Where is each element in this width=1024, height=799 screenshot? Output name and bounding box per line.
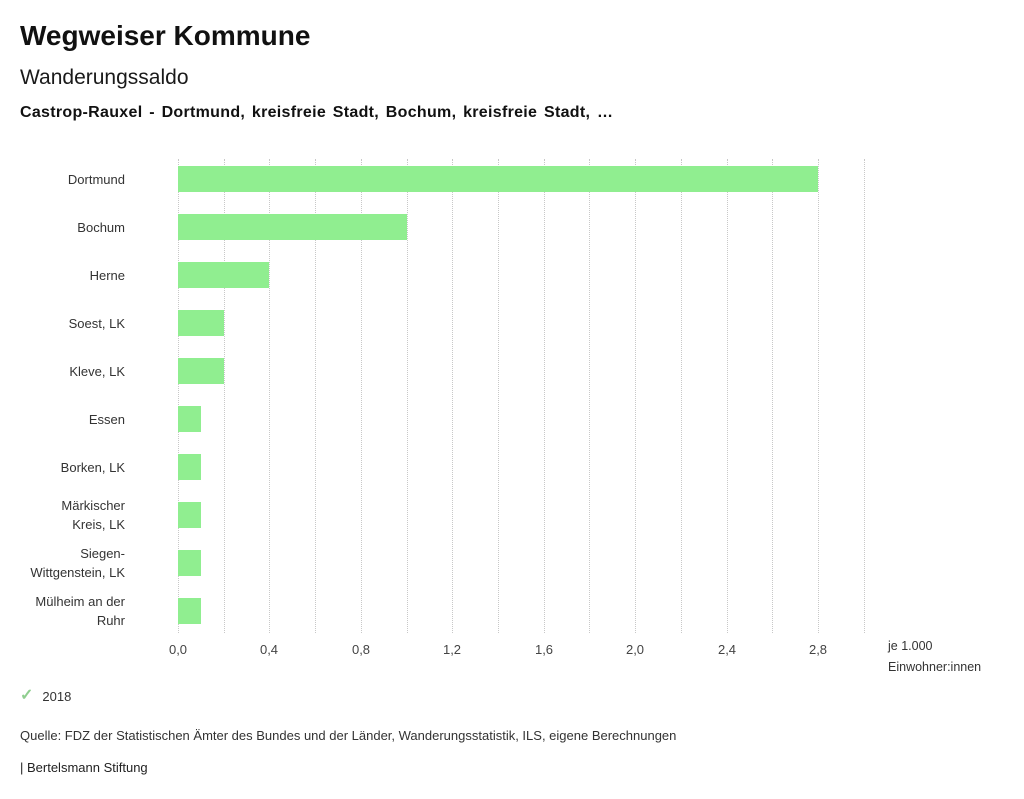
legend-label: 2018 [42,688,72,704]
gridline [407,159,408,633]
gridline [361,159,362,633]
bar[interactable] [178,502,201,528]
x-axis: 0,0 0,4 0,8 1,2 1,6 2,0 2,4 2,8 [169,642,878,662]
bar[interactable] [178,406,201,432]
category-label: Dortmund [67,171,125,187]
category-label: Märkischer Kreis, LK [61,498,125,532]
x-tick-label: 1,6 [534,642,554,657]
category-label: Kleve, LK [69,363,125,379]
gridline [315,159,316,633]
chart-row: Herne [0,251,1024,299]
x-tick-label: 0,0 [168,642,188,657]
gridline [635,159,636,633]
gridline [727,159,728,633]
category-label: Bochum [77,219,125,235]
gridline [178,159,179,633]
bar-chart: Dortmund Bochum Herne Soest, LK Kleve, LK Ess… [0,155,1024,695]
bar[interactable] [178,358,224,384]
legend-item-2018[interactable]: ✓ 2018 [20,688,71,704]
category-label: Essen [88,411,125,427]
x-tick-label: 0,8 [351,642,371,657]
chart-title: Wanderungssaldo [20,66,189,89]
chart-row: Kleve, LK [0,347,1024,395]
bar[interactable] [178,166,818,192]
check-icon: ✓ [20,687,34,704]
bar[interactable] [178,550,201,576]
gridline [498,159,499,633]
bar-area [178,155,1024,203]
selection-subtitle: Castrop-Rauxel - Dortmund, kreisfreie St… [20,104,614,121]
chart-row: Soest, LK [0,299,1024,347]
gridline [452,159,453,633]
gridline [269,159,270,633]
branding-text: | Bertelsmann Stiftung [20,760,148,775]
x-tick-label: 2,0 [625,642,645,657]
category-label: Soest, LK [68,315,125,331]
gridline [224,159,225,633]
x-tick-label: 0,4 [259,642,279,657]
bar[interactable] [178,310,224,336]
bar-area [178,299,1024,347]
chart-row: Siegen-Wittgenstein, LK [0,539,1024,587]
bar-area [178,539,1024,587]
axis-unit-line1: je 1.000 [888,639,933,653]
category-label: Herne [89,267,125,283]
bar-area [178,491,1024,539]
x-tick-label: 2,8 [808,642,828,657]
chart-row: Essen [0,395,1024,443]
gridline [818,159,819,633]
axis-unit-label: je 1.000 Einwohner:innen [888,636,981,678]
bar[interactable] [178,598,201,624]
bar-area [178,203,1024,251]
gridline [864,159,865,633]
chart-row: Dortmund [0,155,1024,203]
gridline [544,159,545,633]
bar[interactable] [178,214,407,240]
category-label: Borken, LK [60,459,125,475]
page-title: Wegweiser Kommune [20,20,311,51]
bar-area [178,395,1024,443]
gridline [589,159,590,633]
category-label: Mülheim an der Ruhr [35,594,125,628]
source-text: Quelle: FDZ der Statistischen Ämter des … [20,728,677,743]
gridline [681,159,682,633]
axis-unit-line2: Einwohner:innen [888,660,982,674]
chart-row: Mülheim an der Ruhr [0,587,1024,635]
bar[interactable] [178,262,269,288]
bar-area [178,347,1024,395]
bar[interactable] [178,454,201,480]
chart-row: Bochum [0,203,1024,251]
bar-area [178,443,1024,491]
chart-row: Borken, LK [0,443,1024,491]
x-tick-label: 1,2 [442,642,462,657]
bar-area [178,587,1024,635]
category-label: Siegen-Wittgenstein, LK [30,546,125,580]
chart-row: Märkischer Kreis, LK [0,491,1024,539]
chart-rows: Dortmund Bochum Herne Soest, LK Kleve, LK Ess… [0,155,1024,635]
bar-area [178,251,1024,299]
grid-layer [178,159,878,633]
x-tick-label: 2,4 [717,642,737,657]
gridline [772,159,773,633]
